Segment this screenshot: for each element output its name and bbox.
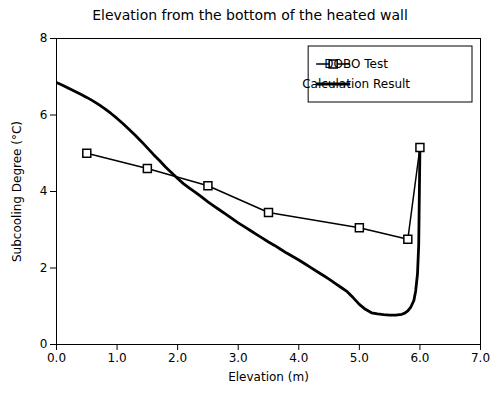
svg-text:Subcooling Degree (°C): Subcooling Degree (°C) [10, 121, 24, 262]
svg-text:3.0: 3.0 [229, 351, 248, 365]
svg-text:1.0: 1.0 [108, 351, 127, 365]
svg-text:5.0: 5.0 [350, 351, 369, 365]
svg-text:6.0: 6.0 [410, 351, 429, 365]
svg-text:4: 4 [40, 184, 48, 198]
svg-text:6: 6 [40, 108, 48, 122]
svg-text:4.0: 4.0 [289, 351, 308, 365]
svg-text:Calculation Result: Calculation Result [302, 77, 410, 91]
svg-text:2: 2 [40, 261, 48, 275]
html-text:Elevation from the bottom of t: Elevation from the bottom of the heated … [92, 7, 408, 23]
svg-text:0.0: 0.0 [47, 351, 66, 365]
svg-text:0: 0 [40, 337, 48, 351]
svg-text:Elevation (m): Elevation (m) [228, 370, 309, 384]
svg-text:8: 8 [40, 31, 48, 45]
svg-text:2.0: 2.0 [168, 351, 187, 365]
svg-text:7.0: 7.0 [471, 351, 490, 365]
svg-text:DOBO Test: DOBO Test [324, 57, 388, 71]
